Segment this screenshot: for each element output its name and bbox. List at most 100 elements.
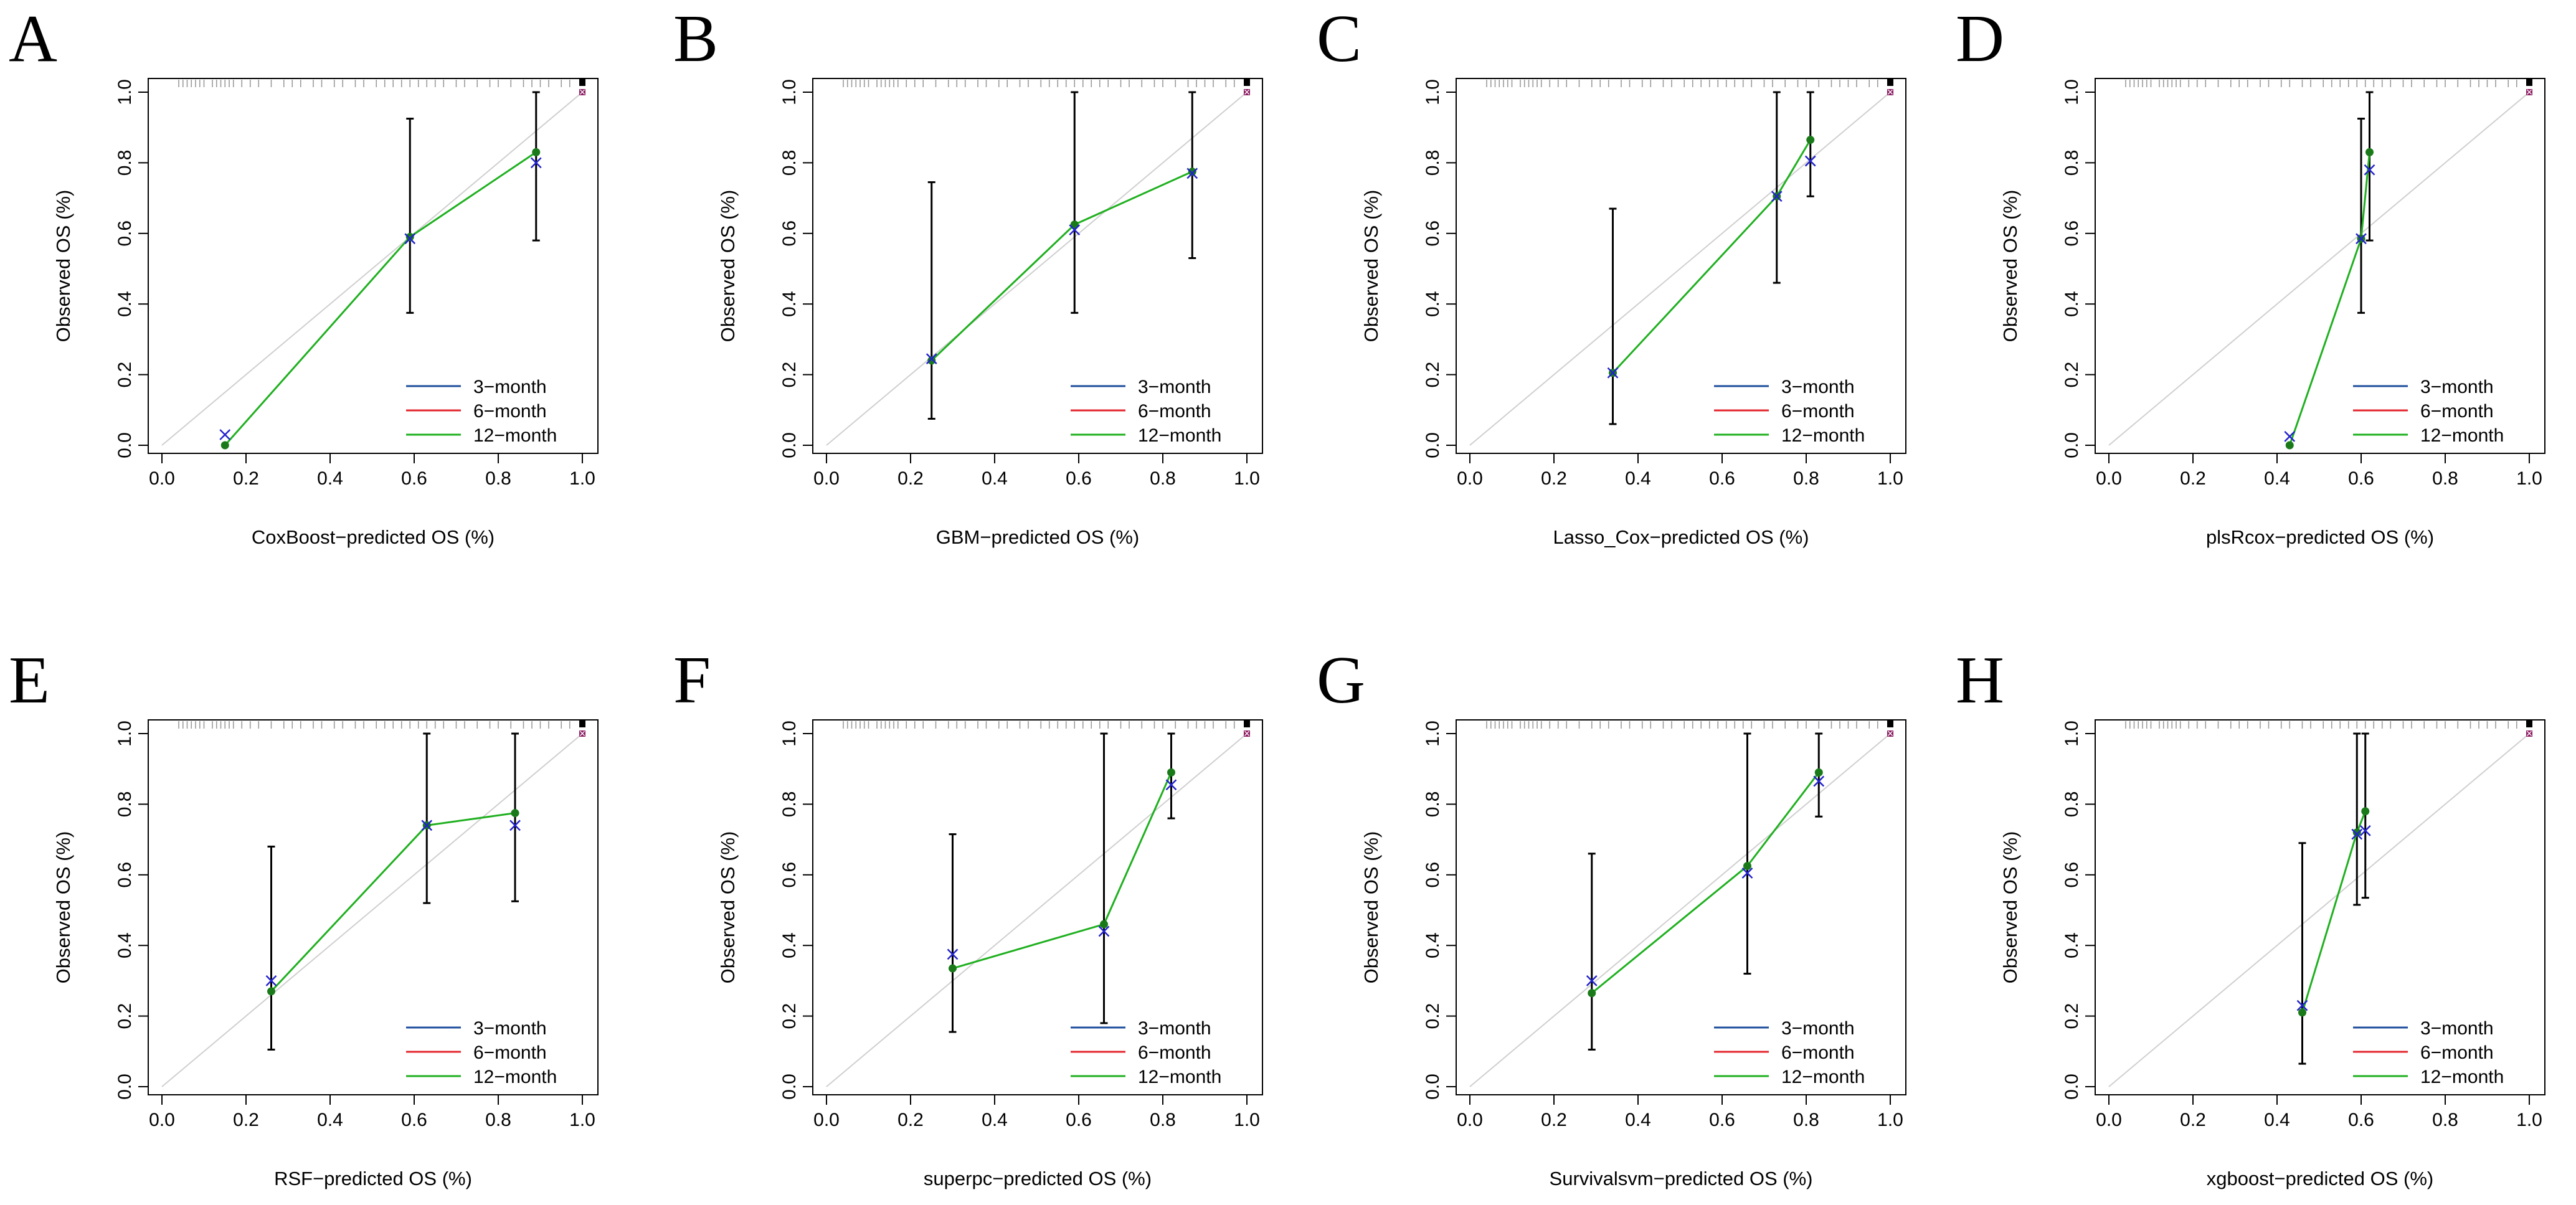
panel-letter: H (1956, 643, 2004, 717)
x-tick-label: 0.8 (1150, 1110, 1176, 1130)
x-tick-label: 1.0 (1877, 1110, 1903, 1130)
end-point-cross-icon: × (1887, 727, 1894, 740)
x-axis-title: plsRcox−predicted OS (%) (2206, 526, 2434, 548)
x-axis-title: superpc−predicted OS (%) (924, 1168, 1152, 1189)
x-tick-label: 0.4 (1625, 468, 1651, 489)
observed-point (1806, 136, 1815, 144)
estimate-cross-icon (926, 353, 937, 364)
y-tick-label: 0.0 (2062, 432, 2082, 458)
estimate-cross-icon (2284, 430, 2296, 442)
y-tick-label: 0.8 (1423, 150, 1443, 176)
y-tick-label: 0.4 (1423, 932, 1443, 958)
x-tick-label: 1.0 (2516, 1110, 2542, 1130)
legend-label: 6−month (473, 401, 547, 422)
legend-label: 3−month (2420, 1018, 2494, 1039)
observed-point (2285, 441, 2294, 450)
rug-end-marker (2526, 79, 2532, 86)
y-tick-label: 0.0 (115, 1074, 135, 1100)
y-tick-label: 1.0 (115, 79, 135, 105)
end-point-marker (579, 89, 585, 95)
y-axis-title: Observed OS (%) (1999, 190, 2021, 343)
y-tick-label: 0.2 (2062, 1003, 2082, 1029)
estimate-cross-icon (421, 820, 433, 831)
x-axis-title: Lasso_Cox−predicted OS (%) (1553, 526, 1809, 548)
x-tick-label: 0.8 (1793, 1110, 1819, 1130)
plot-frame (1456, 719, 1906, 1095)
x-tick-label: 0.0 (2096, 468, 2122, 489)
legend-label: 12−month (1138, 1067, 1221, 1087)
y-axis-title: Observed OS (%) (1360, 831, 1382, 984)
rug-end-marker (579, 79, 585, 86)
x-tick-label: 0.6 (1709, 468, 1735, 489)
y-tick-label: 0.2 (115, 1003, 135, 1029)
y-axis-title: Observed OS (%) (717, 190, 739, 343)
x-axis-title: xgboost−predicted OS (%) (2207, 1168, 2433, 1189)
y-tick-label: 0.8 (1423, 792, 1443, 818)
y-tick-label: 0.0 (1423, 432, 1443, 458)
rug-end-marker (1244, 721, 1250, 727)
y-tick-label: 1.0 (2062, 79, 2082, 105)
y-tick-label: 0.6 (1423, 862, 1443, 888)
observed-point (2365, 148, 2374, 156)
end-point-marker (1887, 730, 1893, 737)
legend-label: 3−month (473, 377, 547, 397)
plot-frame (148, 78, 599, 454)
rug-end-marker (1244, 79, 1250, 86)
observed-point (1167, 768, 1175, 777)
ideal-diagonal-line (2108, 92, 2530, 446)
estimate-cross-icon (1069, 224, 1081, 236)
y-tick-label: 1.0 (779, 79, 800, 105)
estimate-cross-icon (1741, 867, 1753, 879)
y-axis-title: Observed OS (%) (52, 190, 74, 343)
y-tick-label: 1.0 (1423, 79, 1443, 105)
legend-label: 12−month (473, 425, 557, 446)
estimate-cross-icon (530, 157, 542, 169)
x-tick-label: 0.6 (401, 1110, 427, 1130)
x-tick-label: 0.2 (1541, 468, 1567, 489)
estimate-cross-icon (947, 948, 959, 960)
y-tick-label: 0.6 (115, 862, 135, 888)
x-tick-label: 0.6 (1066, 1110, 1092, 1130)
x-tick-label: 0.4 (2264, 1110, 2290, 1130)
x-tick-label: 0.0 (813, 468, 840, 489)
end-point-marker (1887, 89, 1893, 95)
y-tick-label: 0.0 (2062, 1074, 2082, 1100)
x-tick-label: 0.8 (2432, 468, 2458, 489)
y-tick-label: 0.0 (1423, 1074, 1443, 1100)
panel-letter: A (9, 2, 57, 76)
observed-point (2298, 1008, 2306, 1017)
y-axis-title: Observed OS (%) (52, 831, 74, 984)
calibration-line-12-month (1612, 139, 1812, 374)
rug-end-marker (1887, 79, 1893, 86)
legend-label: 6−month (2420, 1042, 2494, 1063)
panel-letter: G (1317, 643, 1365, 717)
legend-label: 6−month (1138, 1042, 1211, 1063)
observed-point (1070, 220, 1079, 229)
end-point-marker (2526, 730, 2532, 737)
x-tick-label: 0.4 (1625, 1110, 1651, 1130)
calibration-panel-h: H 0.0 0.2 0.4 0.6 0.8 1.0 0.0 0.2 0.4 0.6 0.8 1.0 xgb… (1956, 643, 2545, 1189)
panel-letter: B (673, 2, 718, 76)
rug-end-marker (1887, 721, 1893, 727)
estimate-cross-icon (2364, 164, 2375, 176)
end-point-cross-icon: × (579, 86, 586, 98)
x-tick-label: 0.2 (897, 468, 924, 489)
x-tick-label: 0.0 (149, 468, 175, 489)
legend-label: 12−month (1781, 1067, 1865, 1087)
legend-label: 12−month (473, 1067, 557, 1087)
x-tick-label: 1.0 (1234, 1110, 1260, 1130)
estimate-cross-icon (2356, 233, 2367, 245)
y-tick-label: 0.4 (2062, 291, 2082, 317)
ideal-diagonal-line (161, 92, 583, 446)
y-tick-label: 0.6 (115, 220, 135, 247)
y-tick-label: 0.4 (2062, 932, 2082, 958)
calibration-panel-g: G 0.0 0.2 0.4 0.6 0.8 1.0 0.0 0.2 0.4 0.6 0.8 1.0 Sur… (1317, 643, 1906, 1189)
y-tick-label: 0.2 (115, 362, 135, 388)
x-tick-label: 0.4 (982, 468, 1008, 489)
observed-point (267, 987, 275, 996)
x-tick-label: 0.2 (2180, 1110, 2206, 1130)
y-tick-label: 0.6 (2062, 220, 2082, 247)
x-tick-label: 0.2 (897, 1110, 924, 1130)
x-tick-label: 1.0 (1877, 468, 1903, 489)
y-tick-label: 0.8 (779, 150, 800, 176)
